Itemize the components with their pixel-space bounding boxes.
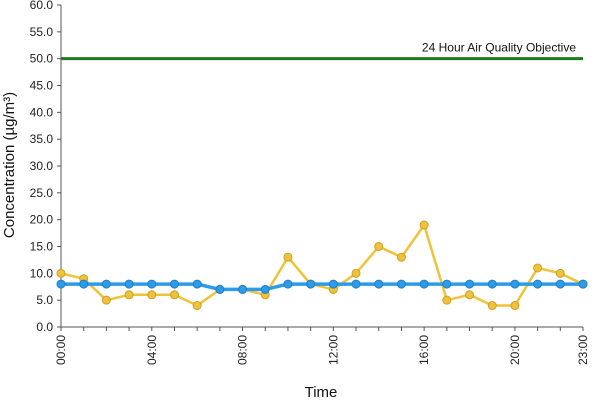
series-2-point bbox=[578, 279, 588, 289]
y-tick-label: 40.0 bbox=[30, 105, 54, 119]
series-2-point bbox=[147, 279, 157, 289]
series-2-point bbox=[328, 279, 338, 289]
x-tick-label: 12:00 bbox=[326, 335, 340, 365]
series-1-point bbox=[442, 295, 452, 305]
x-tick-label: 08:00 bbox=[236, 335, 250, 365]
series-1-point bbox=[147, 290, 157, 300]
y-tick-label: 45.0 bbox=[30, 79, 54, 93]
series-1-point bbox=[192, 301, 202, 311]
series-2-point bbox=[238, 284, 248, 294]
series-2-point bbox=[351, 279, 361, 289]
y-tick-label: 60.0 bbox=[30, 0, 54, 12]
y-tick-label: 50.0 bbox=[30, 52, 54, 66]
x-tick-label: 04:00 bbox=[145, 335, 159, 365]
series-2-point bbox=[56, 279, 66, 289]
series-1-point bbox=[555, 268, 565, 278]
series-1-point bbox=[169, 290, 179, 300]
series-2-point bbox=[465, 279, 475, 289]
series-1-point bbox=[283, 252, 293, 262]
x-axis-title: Time bbox=[305, 384, 338, 400]
series-2-point bbox=[283, 279, 293, 289]
series-2-point bbox=[101, 279, 111, 289]
series-1-line bbox=[60, 223, 584, 307]
series-1-point bbox=[533, 263, 543, 273]
reference-line-label: 24 Hour Air Quality Objective bbox=[422, 41, 576, 55]
y-tick-label: 5.0 bbox=[36, 293, 53, 307]
series-1-point bbox=[351, 268, 361, 278]
series-2-point bbox=[306, 279, 316, 289]
series-1-point bbox=[510, 301, 520, 311]
series-2-point bbox=[374, 279, 384, 289]
y-tick-label: 15.0 bbox=[30, 240, 54, 254]
x-tick-label: 00:00 bbox=[54, 335, 68, 365]
series-1-point bbox=[124, 290, 134, 300]
series-1-point bbox=[374, 242, 384, 251]
series-1-point bbox=[56, 268, 66, 278]
series-2-point bbox=[510, 279, 520, 289]
y-tick-label: 10.0 bbox=[30, 266, 54, 280]
x-tick-label: 20:00 bbox=[508, 335, 522, 365]
series-2-point bbox=[555, 279, 565, 289]
series-1-point bbox=[487, 301, 497, 311]
y-axis-title: Concentration (µg/m³) bbox=[1, 92, 18, 238]
y-tick-label: 25.0 bbox=[30, 186, 54, 200]
plot-area: 0.0 5.0 10.0 15.0 20.0 25.0 30.0 35.0 40.0 45.0 50… bbox=[30, 0, 590, 365]
y-tick-label: 35.0 bbox=[30, 132, 54, 146]
y-tick-label: 55.0 bbox=[30, 25, 54, 39]
series-2-point bbox=[442, 279, 452, 289]
y-tick-label: 0.0 bbox=[36, 320, 53, 334]
y-tick-label: 20.0 bbox=[30, 213, 54, 227]
series-2-point bbox=[124, 279, 134, 289]
series-2-point bbox=[533, 279, 543, 289]
series-1-point bbox=[465, 290, 475, 300]
x-tick-label: 16:00 bbox=[417, 335, 431, 365]
series-1-point bbox=[419, 220, 429, 230]
series-2-point bbox=[169, 279, 179, 289]
series-2-point bbox=[487, 279, 497, 289]
series-2-point bbox=[260, 284, 270, 294]
series-2-point bbox=[79, 279, 89, 289]
series-2-point bbox=[192, 279, 202, 289]
series-2-point bbox=[396, 279, 406, 289]
series-1-point bbox=[101, 295, 111, 305]
y-tick-label: 30.0 bbox=[30, 159, 54, 173]
series-2-point bbox=[419, 279, 429, 289]
series-1-point bbox=[396, 252, 406, 262]
series-2-point bbox=[215, 284, 225, 294]
x-tick-label: 23:00 bbox=[576, 335, 590, 365]
